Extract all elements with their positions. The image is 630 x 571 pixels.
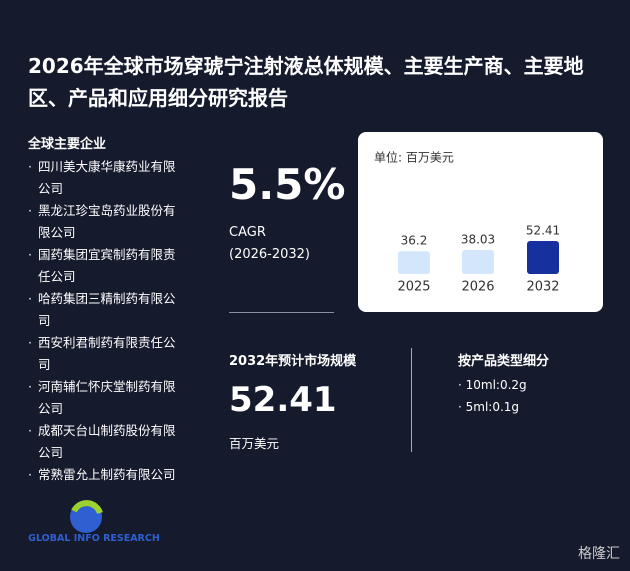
company: 四川美大康华康药业有限公司 (28, 156, 183, 200)
bar (462, 250, 494, 274)
segment: 10ml:0.2g (458, 374, 527, 396)
value-label: 52.41 (526, 224, 560, 238)
category-label: 2025 (397, 280, 430, 295)
cagr-label: CAGR (229, 225, 266, 240)
category-label: 2026 (461, 280, 494, 295)
chart-card: 单位: 百万美元 36.2 2025 38.03 2026 52.41 2032 (358, 132, 603, 312)
segments-title: 按产品类型细分 (458, 354, 550, 369)
value-label: 38.03 (461, 233, 495, 247)
companies-list: 四川美大康华康药业有限公司黑龙江珍宝岛药业股份有限公司国药集团宜宾制药有限责任公… (28, 156, 188, 486)
company: 国药集团宜宾制药有限责任公司 (28, 244, 183, 288)
category-label: 2032 (526, 280, 559, 295)
company: 西安利君制药有限责任公司 (28, 332, 183, 376)
divider (229, 312, 334, 313)
logo-text: GLOBAL INFO RESEARCH (28, 533, 160, 544)
forecast-value: 52.41 (229, 380, 337, 420)
company: 常熟雷允上制药有限公司 (28, 464, 183, 486)
unit: 单位: 百万美元 (374, 150, 454, 165)
forecast-unit: 百万美元 (229, 436, 280, 451)
cagr-value: 5.5% (229, 160, 346, 209)
bar (527, 241, 559, 274)
segment: 5ml:0.1g (458, 396, 527, 418)
divider (411, 348, 412, 452)
title: 2026年全球市场穿琥宁注射液总体规模、主要生产商、主要地区、产品和应用细分研究… (28, 54, 584, 110)
company: 黑龙江珍宝岛药业股份有限公司 (28, 200, 183, 244)
company: 成都天台山制药股份有限公司 (28, 420, 183, 464)
company: 河南辅仁怀庆堂制药有限公司 (28, 376, 183, 420)
logo: GLOBAL INFO RESEARCH (28, 500, 160, 544)
watermark: 格隆汇 (578, 546, 620, 562)
segments-list: 10ml:0.2g5ml:0.1g (458, 374, 527, 418)
value-label: 36.2 (401, 234, 428, 248)
companies-title: 全球主要企业 (28, 137, 107, 152)
bar (398, 251, 430, 274)
logo-mark (71, 500, 103, 515)
forecast-title: 2032年预计市场规模 (229, 354, 357, 369)
chart: 单位: 百万美元 36.2 2025 38.03 2026 52.41 2032 (374, 150, 560, 295)
cagr-period: (2026-2032) (229, 247, 311, 262)
company: 哈药集团三精制药有限公司 (28, 288, 183, 332)
